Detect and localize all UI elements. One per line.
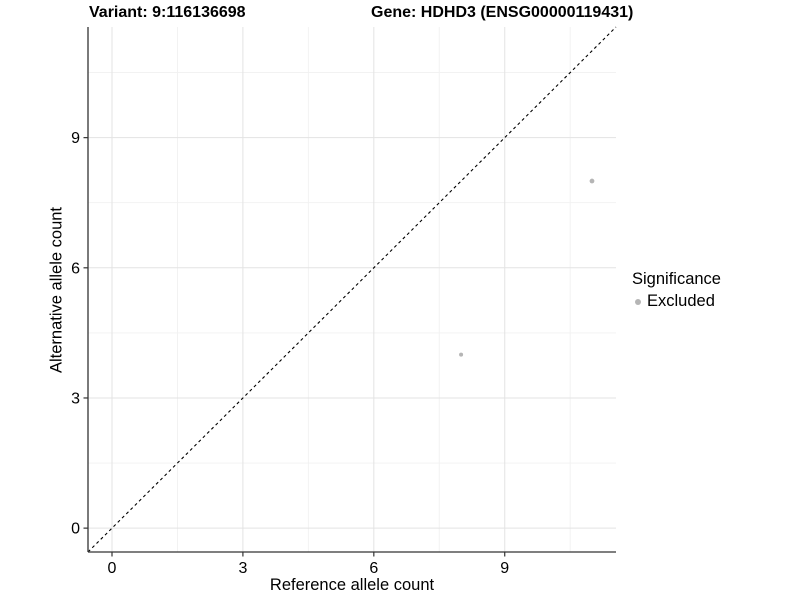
legend-item-excluded: Excluded [632, 292, 721, 311]
plot-title-variant: Variant: 9:116136698 [89, 4, 246, 21]
data-point [459, 352, 464, 357]
legend-title: Significance [632, 270, 721, 288]
x-tick-label: 0 [108, 560, 117, 577]
x-tick-label: 3 [238, 560, 247, 577]
y-axis-title: Alternative allele count [47, 206, 66, 374]
y-tick-label: 3 [71, 390, 80, 407]
identity-dashed-line [87, 26, 617, 553]
x-axis-title: Reference allele count [269, 576, 435, 594]
legend-point-icon [635, 298, 641, 305]
y-tick-label: 0 [71, 521, 80, 538]
x-tick-label: 9 [500, 560, 509, 577]
data-point [589, 178, 595, 184]
x-tick-label: 6 [369, 560, 378, 577]
y-tick-label: 6 [71, 260, 80, 277]
legend-item-label: Excluded [647, 292, 715, 310]
y-tick-label: 9 [71, 130, 80, 147]
legend: Significance Excluded [632, 270, 721, 311]
plot-title-gene: Gene: HDHD3 (ENSG00000119431) [371, 4, 634, 21]
